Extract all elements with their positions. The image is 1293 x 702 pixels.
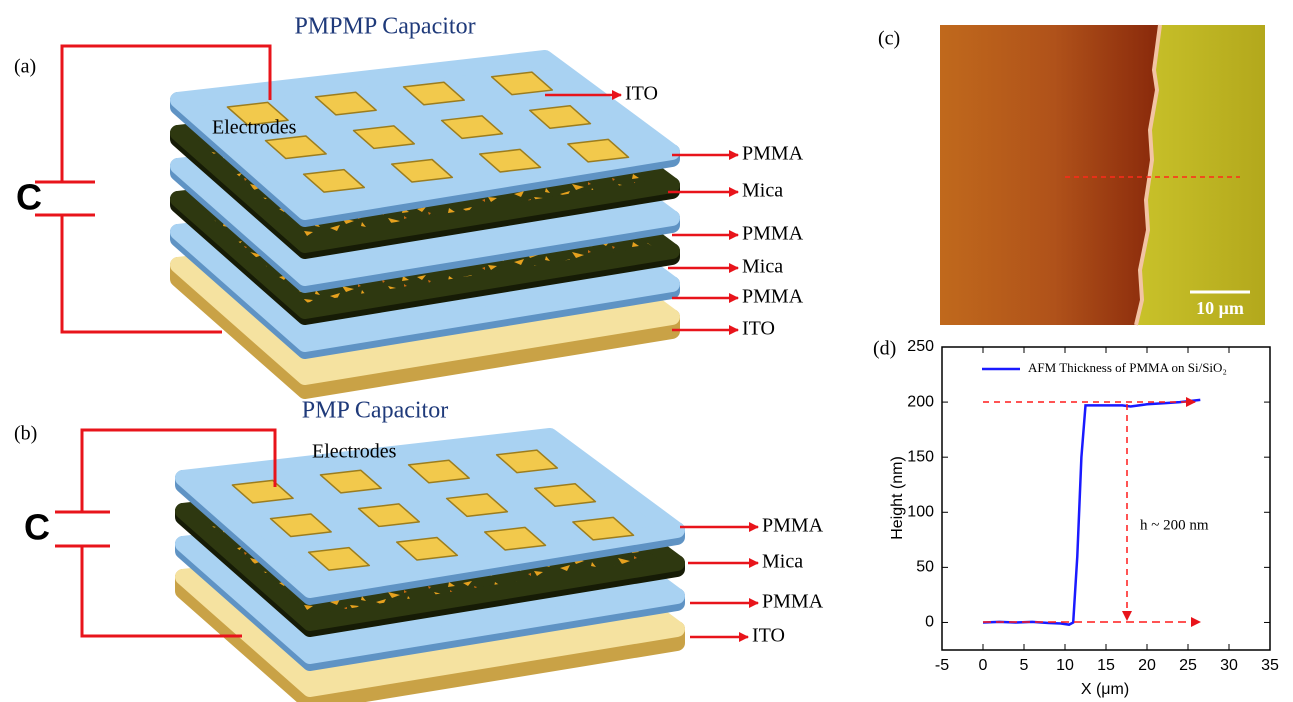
panel-label: (d) xyxy=(873,338,896,360)
data-line xyxy=(983,400,1200,625)
x-tick-label: 30 xyxy=(1220,657,1238,674)
panel-b: Electrodes PMMA Mica PMMA ITO xyxy=(183,436,824,702)
scale-bar-label: 10 μm xyxy=(1196,298,1244,318)
y-tick-label: 150 xyxy=(907,448,934,465)
y-axis-label: Height (nm) xyxy=(889,456,906,540)
x-tick-label: 0 xyxy=(979,657,988,674)
legend-label: AFM Thickness of PMMA on Si/SiO₂ xyxy=(1028,360,1227,375)
y-tick-label: 0 xyxy=(925,614,934,631)
y-tick-label: 50 xyxy=(916,559,934,576)
layer-label: PMMA xyxy=(762,515,824,537)
figure: Electrodes ITO PMMA Mica PMMA Mica PMMA ITO (a)… xyxy=(0,0,1293,702)
plot-frame xyxy=(942,347,1270,650)
panel-label: (a) xyxy=(14,56,36,78)
annotation: h ~ 200 nm xyxy=(1140,517,1209,533)
y-tick-label: 200 xyxy=(907,393,934,410)
layer-label: ITO xyxy=(625,83,658,105)
x-tick-label: 15 xyxy=(1097,657,1115,674)
layer-label: Mica xyxy=(762,551,803,573)
layer-label: Mica xyxy=(742,180,783,202)
x-axis-label: X (μm) xyxy=(1081,681,1129,698)
electrodes-label: Electrodes xyxy=(212,117,297,139)
layer-label: PMMA xyxy=(742,143,804,165)
layer-label: ITO xyxy=(742,318,775,340)
panel-a: Electrodes ITO PMMA Mica PMMA Mica PMMA ITO xyxy=(178,58,804,391)
layer-label: Mica xyxy=(742,256,783,278)
panel-title: PMPMP Capacitor xyxy=(294,14,475,40)
x-tick-label: 35 xyxy=(1261,657,1279,674)
panel-d: -5 0 5 10 15 20 25 30 35 0 50 100 150 200 250 AFM Thick… xyxy=(907,338,1279,674)
layer-label: PMMA xyxy=(762,591,824,613)
electrodes-label: Electrodes xyxy=(312,441,397,463)
y-tick-label: 100 xyxy=(907,503,934,520)
capacitor-label: C xyxy=(16,177,42,218)
x-tick-label: -5 xyxy=(935,657,949,674)
x-tick-label: 10 xyxy=(1056,657,1074,674)
x-tick-label: 25 xyxy=(1179,657,1197,674)
layer-label: PMMA xyxy=(742,223,804,245)
y-tick-label: 250 xyxy=(907,338,934,355)
x-tick-label: 20 xyxy=(1138,657,1156,674)
capacitor-label: C xyxy=(24,507,50,548)
x-tick-label: 5 xyxy=(1020,657,1029,674)
panel-title: PMP Capacitor xyxy=(302,398,448,424)
panel-label: (c) xyxy=(878,28,900,50)
layer-label: PMMA xyxy=(742,286,804,308)
layer-label: ITO xyxy=(752,625,785,647)
panel-label: (b) xyxy=(14,423,37,445)
